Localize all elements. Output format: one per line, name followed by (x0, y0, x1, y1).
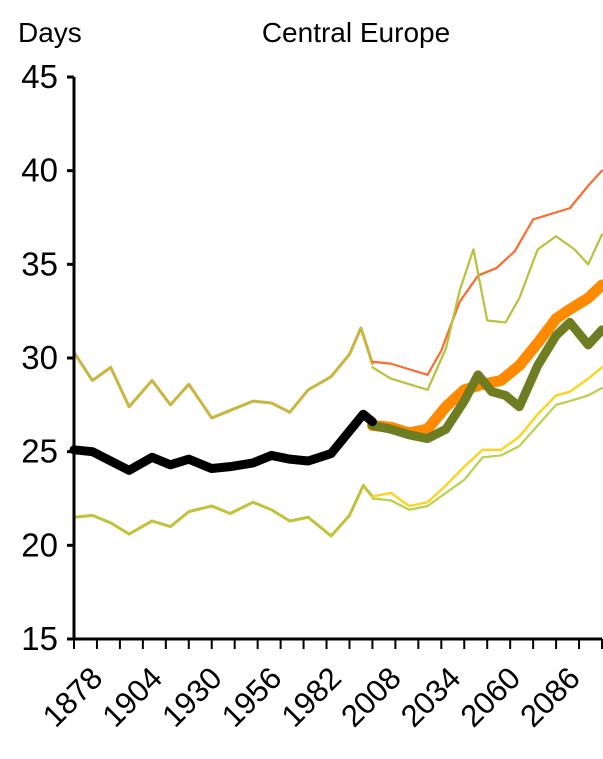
series-line-observed-upper (72, 326, 374, 420)
axis-layer: 1520253035404518781904193019561982200820… (21, 58, 603, 734)
x-tick-label: 1956 (215, 660, 289, 734)
x-tick-label: 2086 (513, 660, 587, 734)
y-tick-label: 25 (21, 433, 58, 470)
x-tick-label: 2060 (454, 660, 528, 734)
plot-area (69, 169, 603, 538)
x-tick-label: 2008 (334, 660, 408, 734)
y-axis-label: Days (18, 17, 82, 48)
x-tick-label: 1904 (95, 660, 169, 734)
series-line-scenario-range-lowest (371, 386, 603, 511)
y-tick-label: 45 (21, 58, 58, 95)
series-line-scenario-low-mean (367, 317, 603, 444)
y-tick-label: 35 (21, 245, 58, 282)
y-tick-label: 20 (21, 526, 58, 563)
series-line-observed-lower (72, 483, 374, 538)
series-line-scenario-high-range (371, 169, 603, 376)
series-line-scenario-high-mean (366, 279, 603, 439)
x-tick-label: 1930 (155, 660, 229, 734)
series-line-observed-mean (69, 409, 377, 475)
y-tick-label: 40 (21, 152, 58, 189)
x-tick-label: 2034 (394, 660, 468, 734)
x-tick-label: 1982 (275, 660, 349, 734)
series-line-scenario-range-upper (371, 233, 603, 391)
chart-title: Central Europe (262, 17, 450, 48)
series-line-scenario-range-lower (371, 366, 603, 508)
y-tick-label: 15 (21, 620, 58, 657)
x-tick-label: 1878 (36, 660, 110, 734)
y-tick-label: 30 (21, 339, 58, 376)
